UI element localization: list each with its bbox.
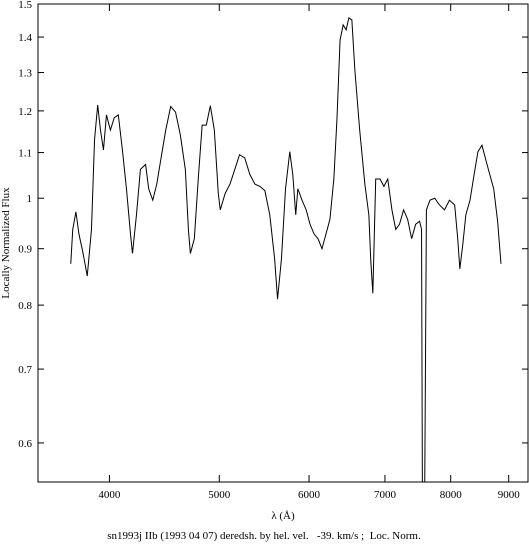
- plot-frame: [37, 3, 529, 483]
- y-tick-label: 1.1: [18, 148, 32, 160]
- y-axis-label: Locally Normalized Flux: [0, 187, 12, 299]
- caption: sn1993j IIb (1993 04 07) deredsh. by hel…: [107, 530, 421, 542]
- y-tick-label: 1: [27, 193, 33, 205]
- y-tick-label: 0.8: [18, 300, 32, 312]
- x-tick-label: 8000: [440, 489, 463, 501]
- x-tick-label: 4000: [98, 489, 121, 501]
- y-tick-label: 0.7: [18, 364, 32, 376]
- x-tick-label: 6000: [298, 489, 321, 501]
- x-axis-label: λ (Å): [271, 510, 295, 522]
- y-tick-label: 1.5: [18, 0, 32, 11]
- spectrum-line: [70, 17, 502, 482]
- y-tick-label: 1.3: [18, 68, 32, 80]
- x-tick-label: 5000: [208, 489, 231, 501]
- y-tick-label: 0.9: [18, 244, 32, 256]
- y-tick-label: 0.6: [18, 438, 32, 450]
- x-tick-label: 7000: [374, 489, 397, 501]
- y-tick-label: 1.2: [18, 106, 32, 118]
- x-tick-label: 9000: [498, 489, 521, 501]
- y-tick-label: 1.4: [18, 32, 32, 44]
